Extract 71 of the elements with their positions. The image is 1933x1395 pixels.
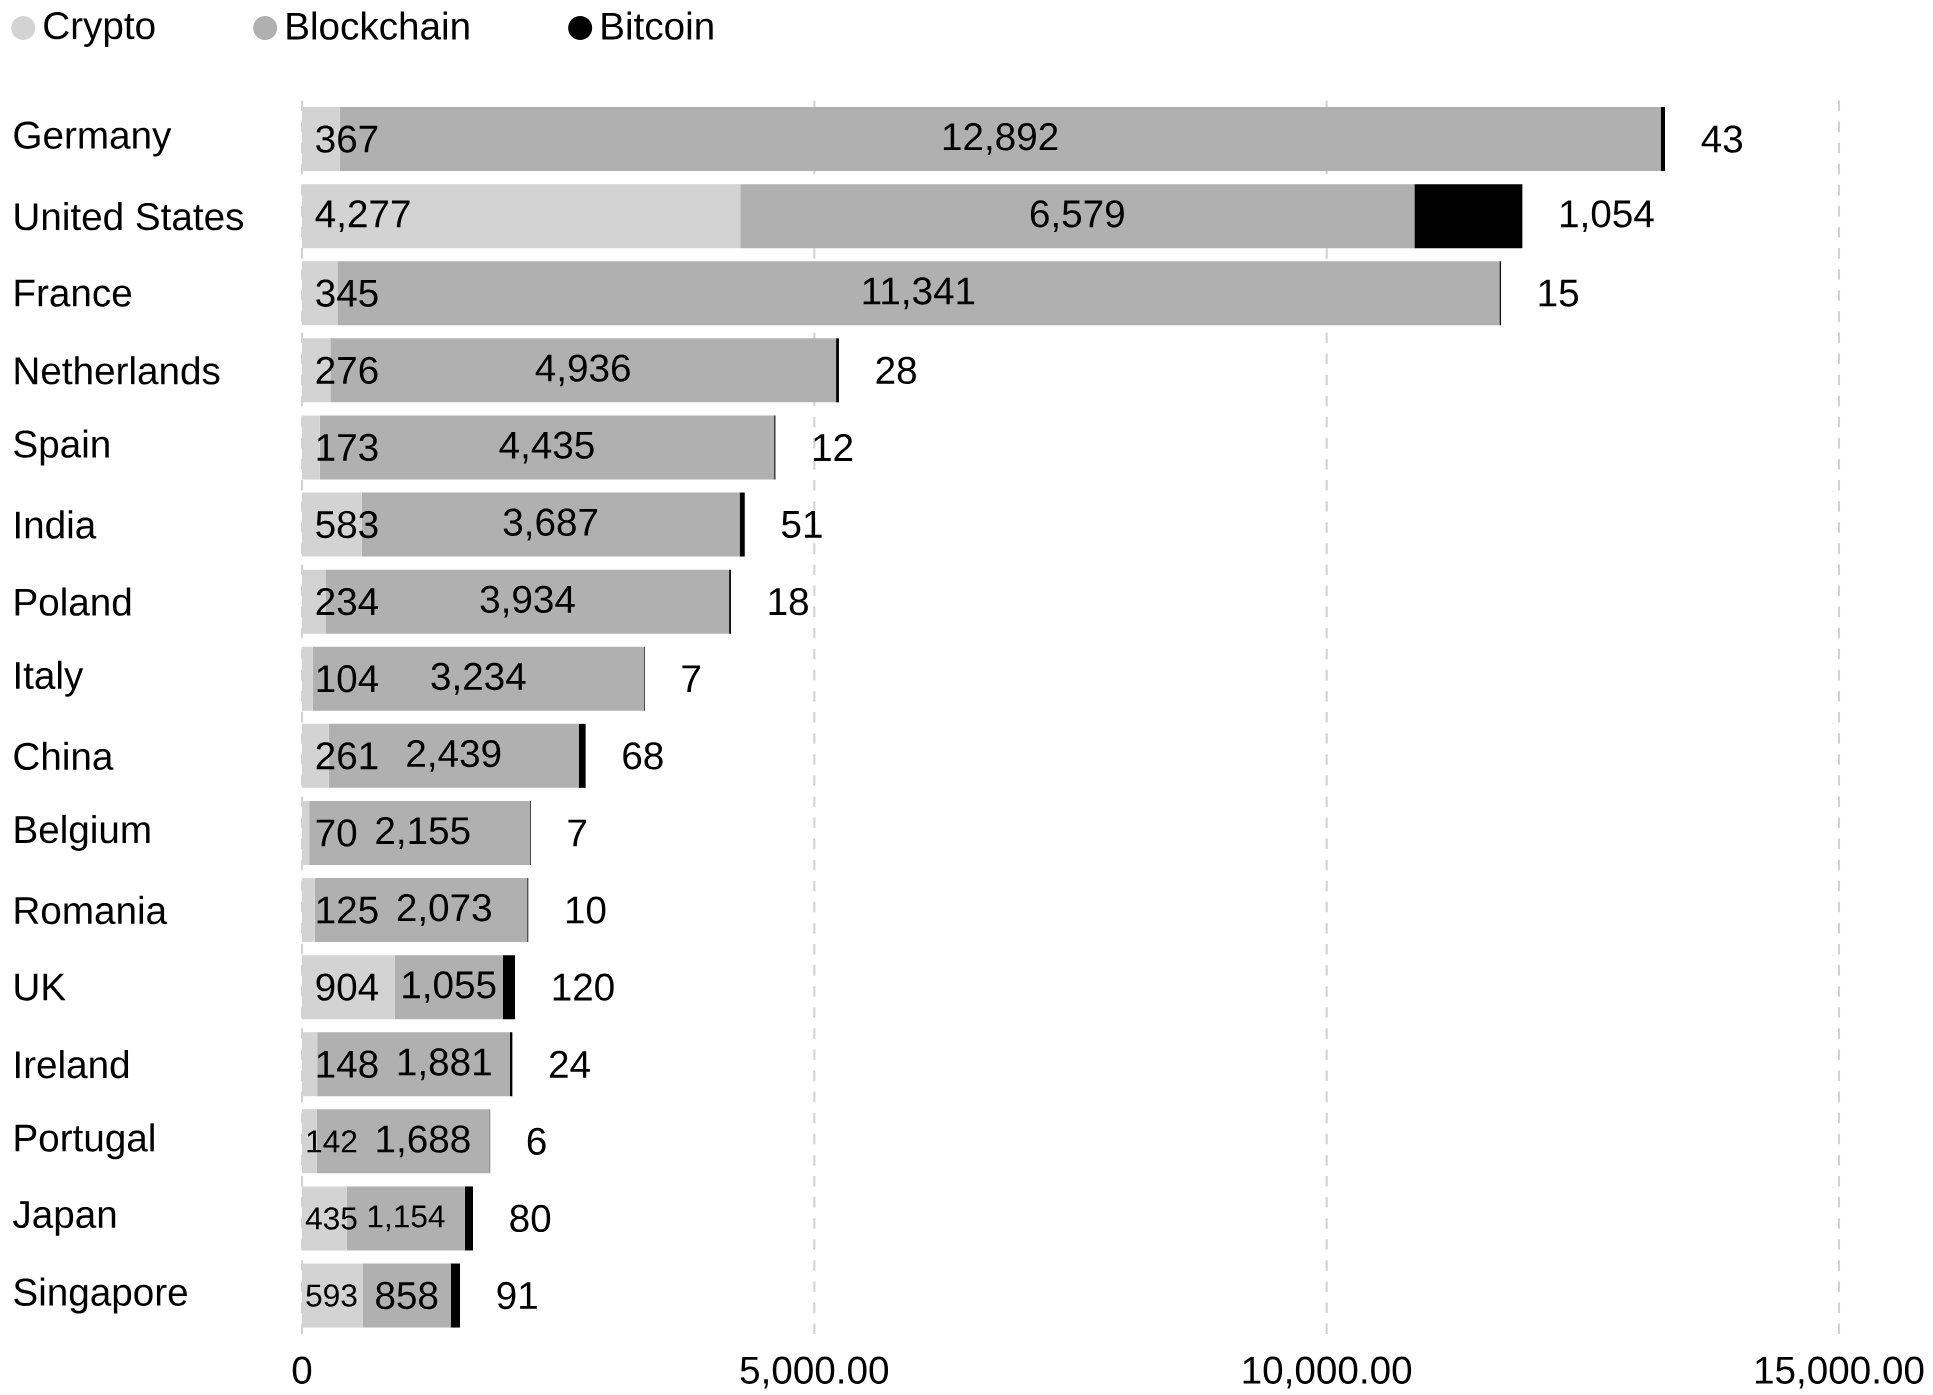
y-tick-label: United States <box>15 201 244 231</box>
data-label: 1,154 <box>368 1205 445 1232</box>
y-tick-label: Poland <box>15 587 131 616</box>
data-label: 68 <box>623 742 663 770</box>
data-label: 12,892 <box>943 123 1058 156</box>
data-label: 12 <box>814 433 853 461</box>
y-tick-label: Romania <box>15 895 168 925</box>
data-label: 7 <box>682 665 701 693</box>
data-label: 10 <box>566 896 606 924</box>
data-label: 1,881 <box>398 1048 491 1081</box>
legend-label: Crypto <box>44 12 155 47</box>
y-tick-label: Germany <box>14 121 172 157</box>
data-label: 2,155 <box>376 817 470 849</box>
data-label: 91 <box>497 1281 537 1310</box>
data-label: 3,687 <box>503 508 598 541</box>
x-tick-label: 5,000.00 <box>740 1356 889 1389</box>
x-tick-label: 15,000.00 <box>1755 1356 1924 1389</box>
data-label: 858 <box>376 1281 438 1310</box>
data-label: 904 <box>316 973 379 1001</box>
y-tick-label: Ireland <box>16 1050 129 1079</box>
data-label: 261 <box>316 742 378 770</box>
y-tick-label: UK <box>15 973 66 1001</box>
legend-label: Blockchain <box>287 11 469 40</box>
data-label: 3,934 <box>480 585 575 618</box>
data-label: 148 <box>317 1050 378 1078</box>
x-tick-label: 0 <box>292 1356 312 1384</box>
data-label: 583 <box>316 510 378 539</box>
data-label: 125 <box>317 896 378 924</box>
y-tick-label: France <box>15 279 132 307</box>
y-tick-label: Belgium <box>15 814 150 851</box>
data-label: 276 <box>316 356 378 385</box>
y-tick-label: Italy <box>16 660 84 697</box>
data-label: 3,234 <box>431 662 526 695</box>
legend-label: Bitcoin <box>602 11 713 40</box>
data-label: 120 <box>553 973 614 1001</box>
data-label: 11,341 <box>863 277 975 310</box>
data-label: 15 <box>1539 279 1579 307</box>
data-label: 1,688 <box>377 1125 470 1158</box>
data-label: 142 <box>307 1130 357 1153</box>
data-label: 80 <box>510 1204 551 1233</box>
data-label: 435 <box>305 1207 357 1230</box>
y-tick-label: Netherlands <box>15 356 220 385</box>
data-label: 18 <box>769 587 808 616</box>
y-tick-label: China <box>14 741 114 771</box>
data-label: 234 <box>316 587 379 616</box>
data-label: 7 <box>568 819 586 847</box>
data-label: 593 <box>306 1284 357 1307</box>
data-label: 4,936 <box>535 354 630 387</box>
data-label: 1,054 <box>1561 200 1654 233</box>
data-label: 4,277 <box>315 200 410 233</box>
data-label: 367 <box>316 125 378 153</box>
data-label: 1,055 <box>403 971 496 1004</box>
data-label: 43 <box>1701 125 1742 153</box>
data-label: 51 <box>782 511 822 539</box>
data-label: 104 <box>317 665 379 693</box>
data-label: 28 <box>876 356 916 385</box>
y-tick-label: Spain <box>14 429 109 466</box>
data-label: 173 <box>317 433 378 462</box>
data-label: 24 <box>550 1050 590 1078</box>
y-tick-label: Singapore <box>14 1277 187 1314</box>
data-label: 6 <box>527 1127 546 1156</box>
data-label: 2,073 <box>397 894 491 927</box>
x-tick-label: 10,000.00 <box>1243 1356 1412 1389</box>
y-tick-label: Japan <box>13 1201 116 1236</box>
data-label: 2,439 <box>407 739 501 772</box>
data-label: 6,579 <box>1030 200 1124 233</box>
data-label: 4,435 <box>499 431 594 464</box>
y-tick-label: Portugal <box>15 1123 154 1160</box>
y-tick-label: India <box>16 510 97 539</box>
data-label: 70 <box>316 819 357 847</box>
data-label: 345 <box>316 279 378 307</box>
